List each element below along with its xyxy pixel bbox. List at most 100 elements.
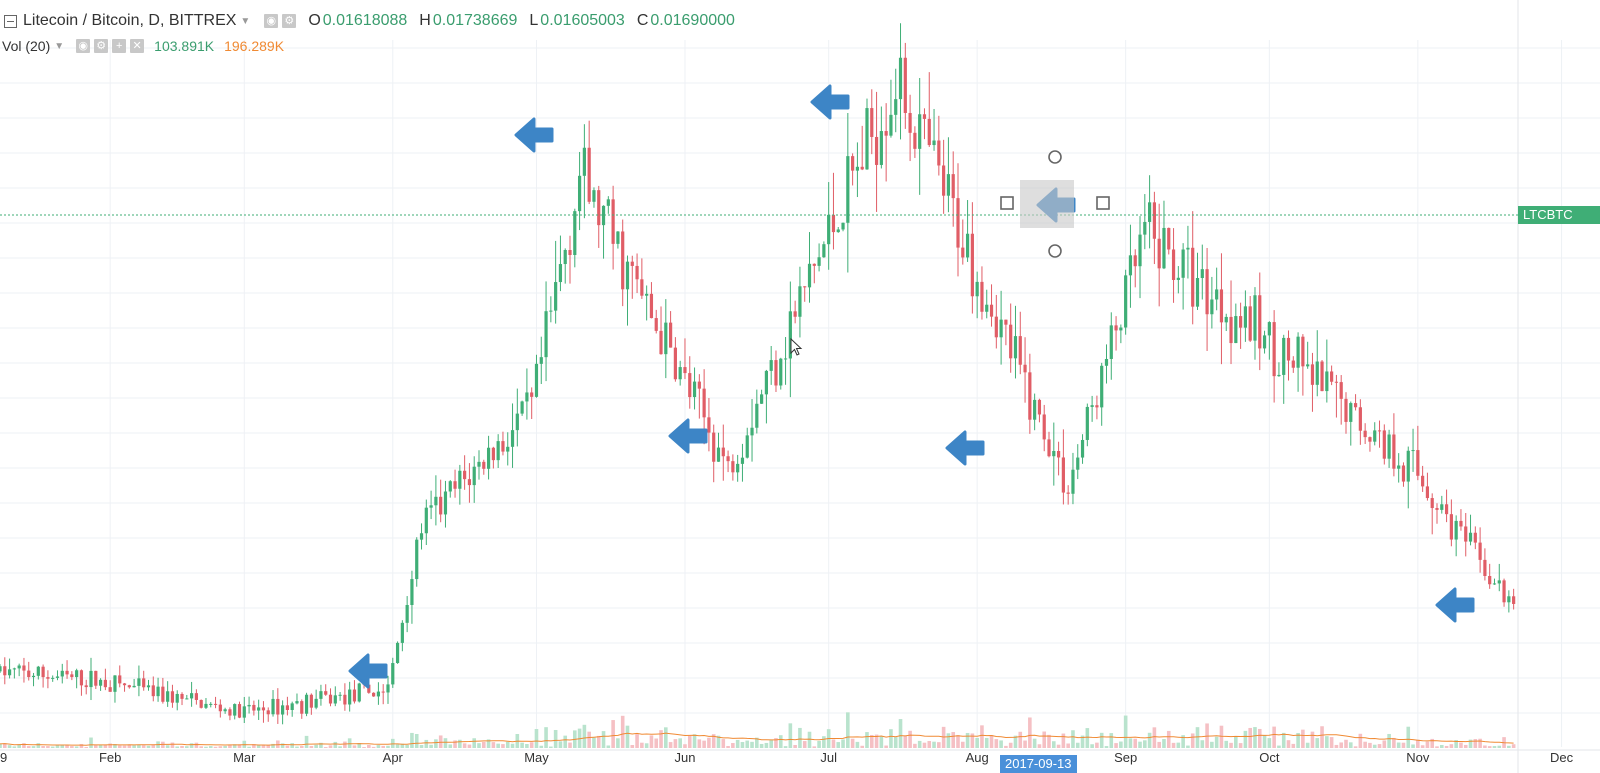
candle-body xyxy=(1373,430,1377,442)
volume-bar xyxy=(84,747,89,748)
volume-bar xyxy=(980,725,984,748)
volume-bar xyxy=(491,742,496,748)
candle-body xyxy=(1239,316,1243,328)
handle-right[interactable] xyxy=(1096,196,1110,210)
settings-icon[interactable]: ⚙ xyxy=(282,14,297,28)
candle-body xyxy=(434,496,438,506)
volume-bars xyxy=(0,712,1516,748)
volume-bar xyxy=(913,743,917,748)
volume-bar xyxy=(606,745,611,748)
candle-body xyxy=(669,322,673,348)
volume-bar xyxy=(328,745,333,748)
candle-body xyxy=(127,685,131,688)
volume-bar xyxy=(611,720,615,748)
volume-bar xyxy=(989,735,994,748)
candle-body xyxy=(822,244,826,258)
candle-body xyxy=(879,131,883,165)
candle-body xyxy=(597,190,601,226)
selected-arrow-handles[interactable] xyxy=(1000,150,1110,258)
symbol-title[interactable]: Litecoin / Bitcoin, D, BITTREX xyxy=(23,12,237,29)
volume-bar xyxy=(927,741,932,748)
candle-body xyxy=(300,701,304,714)
x-axis-tick-label: 9 xyxy=(0,750,7,765)
volume-bar xyxy=(678,738,682,748)
volume-bar xyxy=(213,746,218,748)
candle-body xyxy=(60,670,64,677)
annotation-arrows[interactable] xyxy=(348,84,1475,689)
candle-body xyxy=(1253,295,1257,341)
candle-body xyxy=(400,622,404,643)
candle-body xyxy=(1200,269,1204,279)
ohlc-open-label: O xyxy=(308,12,321,29)
volume-bar xyxy=(1416,739,1420,748)
candlesticks xyxy=(0,23,1516,725)
candle-body xyxy=(659,330,663,355)
volume-bar xyxy=(951,732,956,748)
selection-highlight xyxy=(1020,180,1074,228)
volume-bar xyxy=(510,743,515,748)
candle-body xyxy=(146,685,151,688)
candle-body xyxy=(664,322,668,355)
candle-body xyxy=(1100,365,1104,408)
candle-body xyxy=(827,214,831,245)
volume-bar xyxy=(185,746,189,748)
candle-body xyxy=(472,466,476,486)
ohlc-open-value: 0.01618088 xyxy=(322,12,408,29)
candle-body xyxy=(764,370,768,395)
volume-bar xyxy=(98,744,103,748)
handle-bottom[interactable] xyxy=(1048,244,1062,258)
candle-body xyxy=(424,507,428,534)
volume-bar xyxy=(414,733,419,748)
plus-icon[interactable]: + xyxy=(112,39,127,53)
x-axis-tick-label: Jun xyxy=(674,750,695,765)
chevron-down-icon[interactable]: ▼ xyxy=(54,40,65,52)
chevron-down-icon[interactable]: ▼ xyxy=(240,15,251,27)
volume-value: 103.891K xyxy=(154,38,215,54)
candle-body xyxy=(1286,337,1291,361)
x-axis-tick-label: Jul xyxy=(820,750,837,765)
volume-bar xyxy=(544,727,548,748)
volume-bar xyxy=(1497,745,1502,748)
volume-bar xyxy=(1296,732,1300,748)
candle-body xyxy=(510,430,515,447)
settings-icon[interactable]: ⚙ xyxy=(94,39,109,53)
candle-body xyxy=(889,114,893,136)
candle-body xyxy=(1488,575,1492,585)
eye-icon[interactable]: ◉ xyxy=(264,14,279,28)
volume-bar xyxy=(716,735,721,748)
volume-bar xyxy=(261,744,266,748)
candle-body xyxy=(937,140,941,166)
candle-body xyxy=(678,367,682,380)
volume-bar xyxy=(199,746,203,748)
candle-body xyxy=(515,413,519,431)
candle-body xyxy=(1004,319,1008,325)
candle-body xyxy=(285,705,289,711)
candle-body xyxy=(237,704,242,718)
candle-body xyxy=(616,231,620,244)
candle-body xyxy=(975,281,979,297)
candle-body xyxy=(204,703,208,708)
volume-bar xyxy=(1080,735,1085,748)
candle-body xyxy=(1387,434,1391,459)
handle-top[interactable] xyxy=(1048,150,1062,164)
volume-bar xyxy=(252,744,256,748)
volume-bar xyxy=(616,738,620,748)
volume-indicator-name[interactable]: Vol (20) xyxy=(2,38,51,54)
volume-bar xyxy=(477,743,481,748)
candle-body xyxy=(75,670,79,678)
handle-left[interactable] xyxy=(1000,196,1014,210)
volume-bar xyxy=(659,730,663,748)
close-icon[interactable]: ✕ xyxy=(130,39,145,53)
volume-bar xyxy=(1013,735,1018,748)
candle-body xyxy=(1071,469,1075,494)
volume-bar xyxy=(89,737,93,748)
candle-body xyxy=(1042,414,1046,440)
candle-body xyxy=(769,360,773,371)
collapse-icon[interactable] xyxy=(4,14,17,28)
eye-icon[interactable]: ◉ xyxy=(76,39,91,53)
candle-body xyxy=(1334,381,1339,383)
volume-bar xyxy=(884,745,888,748)
candle-body xyxy=(89,670,93,688)
candle-body xyxy=(1085,406,1089,440)
